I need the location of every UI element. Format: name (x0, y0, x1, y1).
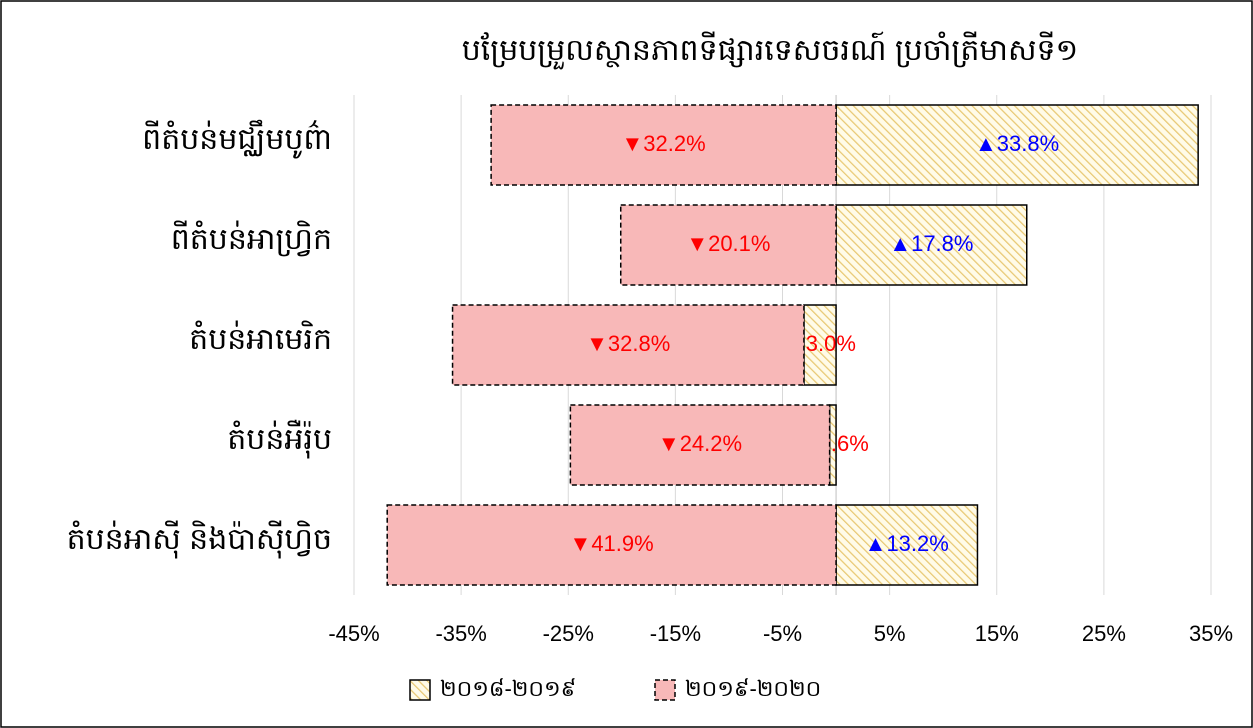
bar (619, 204, 837, 286)
value-label: ▲17.8% (889, 231, 973, 256)
value-label: ▼41.9% (570, 531, 654, 556)
bar (386, 504, 837, 586)
value-label: ▼24.2% (658, 431, 742, 456)
bar (803, 304, 837, 386)
y-tick-label: ពីតំបន់មជ្ឈឹមបូព៌ា (142, 119, 332, 159)
x-tick-label: -25% (543, 621, 594, 646)
y-tick-label: តំបន់អាមេរិក (189, 320, 332, 356)
y-tick-label: តំបន់អឺរ៉ុប (227, 419, 332, 459)
y-tick-label: តំបន់អាស៊ី និងប៉ាស៊ីហ្វិច (67, 520, 332, 559)
legend-swatch (409, 679, 431, 701)
bar (835, 104, 1199, 186)
x-tick-label: 35% (1189, 621, 1233, 646)
legend-swatch (654, 679, 676, 701)
bar (835, 504, 979, 586)
value-label: ▲33.8% (975, 131, 1059, 156)
value-label: ▼32.8% (586, 331, 670, 356)
bar (490, 104, 837, 186)
x-tick-label: -45% (328, 621, 379, 646)
bar (451, 304, 805, 386)
value-label: ▼20.1% (686, 231, 770, 256)
x-tick-label: 5% (874, 621, 906, 646)
y-tick-label: ពីតំបន់អាហ្វ្រិក (171, 220, 332, 257)
value-label: ▲13.2% (865, 531, 949, 556)
value-label: ▼32.2% (622, 131, 706, 156)
bar (569, 404, 831, 486)
x-tick-label: -35% (435, 621, 486, 646)
x-tick-label: -5% (763, 621, 802, 646)
x-tick-label: 15% (975, 621, 1019, 646)
legend-label: ២០១៨-២០១៩ (440, 676, 576, 701)
x-tick-label: -15% (650, 621, 701, 646)
legend-label: ២០១៩-២០២០ (685, 676, 821, 701)
x-tick-label: 25% (1082, 621, 1126, 646)
chart-title: បម្រែបម្រួលស្ថានភាពទីផ្សារទេសចរណ៍ ប្រចាំ… (462, 31, 1079, 70)
